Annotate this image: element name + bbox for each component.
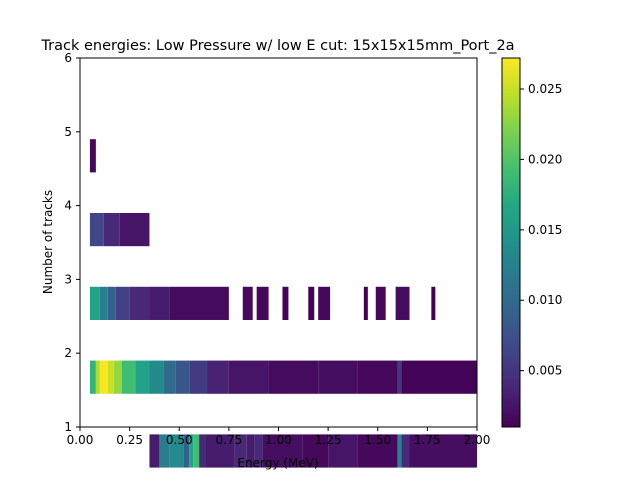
heatmap-cell-tracks-2 <box>318 360 358 394</box>
x-tick-label: 1.00 <box>265 433 292 447</box>
heatmap-cell-tracks-2 <box>175 360 190 394</box>
heatmap-cell-tracks-4 <box>103 212 120 247</box>
x-tick-label: 0.25 <box>116 433 143 447</box>
y-tick-label: 5 <box>64 125 72 139</box>
heatmap-cell-tracks-3 <box>99 286 108 320</box>
heatmap-cell-tracks-1 <box>397 434 402 468</box>
x-tick-label: 1.50 <box>364 433 391 447</box>
colorbar-tick-label: 0.015 <box>528 223 562 237</box>
heatmap-cell-tracks-1 <box>183 434 190 468</box>
heatmap-cell-tracks-5 <box>89 139 96 173</box>
x-tick-label: 1.25 <box>315 433 342 447</box>
heatmap-cell-tracks-2 <box>99 360 108 394</box>
colorbar <box>501 57 521 428</box>
colorbar-tick-label: 0.020 <box>528 152 562 166</box>
heatmap-cell-tracks-2 <box>163 360 176 394</box>
y-axis-ticks: 1 2 3 4 5 6 <box>64 51 80 434</box>
heatmap-cell-tracks-1 <box>193 434 200 468</box>
heatmap-cell-tracks-2 <box>135 360 150 394</box>
heatmap-cell-tracks-1 <box>262 434 303 468</box>
heatmap-cell-tracks-2 <box>113 360 122 394</box>
heatmap-cell-tracks-2 <box>401 360 477 394</box>
heatmap-cell-tracks-2 <box>357 360 398 394</box>
heatmap-cell-tracks-3 <box>242 286 253 320</box>
x-axis-ticks: 0.00 0.25 0.50 0.75 1.00 1.25 1.50 1.75 2.00 <box>67 427 491 447</box>
heatmap-cell-tracks-3 <box>431 286 436 320</box>
heatmap-cell-tracks-3 <box>169 286 229 320</box>
y-tick-label: 1 <box>64 420 72 434</box>
heatmap-cell-tracks-1 <box>189 434 194 468</box>
heatmap-cell-tracks-3 <box>89 286 100 320</box>
heatmap-cell-tracks-2 <box>149 360 164 394</box>
heatmap-cell-tracks-2 <box>121 360 136 394</box>
heatmap-cell-tracks-3 <box>282 286 289 320</box>
x-axis-label: Energy (MeV) <box>237 456 318 470</box>
colorbar-ticks: 0.005 0.010 0.015 0.020 0.025 <box>520 82 562 378</box>
y-axis-label: Number of tracks <box>41 190 55 294</box>
heatmap-cell-tracks-1 <box>409 434 477 468</box>
heatmap-cell-tracks-1 <box>159 434 170 468</box>
heatmap-cell-tracks-1 <box>302 434 329 468</box>
heatmap-cell-tracks-2 <box>95 360 100 394</box>
heatmap-cell-tracks-3 <box>363 286 368 320</box>
y-tick-label: 4 <box>64 199 72 213</box>
heatmap-cell-tracks-3 <box>375 286 386 320</box>
heatmap-cell-tracks-2 <box>268 360 319 394</box>
heatmap-cell-tracks-1 <box>246 434 255 468</box>
heatmap-cell-tracks-3 <box>395 286 410 320</box>
heatmap-cell-tracks-4 <box>89 212 104 247</box>
heatmap-cell-tracks-2 <box>207 360 229 394</box>
heatmap-cell-tracks-1 <box>401 434 410 468</box>
heatmap-cell-tracks-3 <box>318 286 331 320</box>
y-tick-label: 3 <box>64 272 72 286</box>
heatmap-cells <box>89 139 477 468</box>
heatmap-cell-tracks-1 <box>199 434 206 468</box>
heatmap-cell-tracks-1 <box>205 434 235 468</box>
x-tick-label: 0.50 <box>166 433 193 447</box>
x-tick-label: 0.00 <box>67 433 94 447</box>
heatmap-cell-tracks-1 <box>357 434 398 468</box>
heatmap-cell-tracks-1 <box>234 434 247 468</box>
heatmap-cell-tracks-3 <box>115 286 130 320</box>
x-tick-label: 0.75 <box>216 433 243 447</box>
x-tick-label: 1.75 <box>414 433 441 447</box>
heatmap-cell-tracks-3 <box>149 286 170 320</box>
y-tick-label: 2 <box>64 346 72 360</box>
heatmap-cell-tracks-3 <box>129 286 150 320</box>
colorbar-tick-label: 0.010 <box>528 293 562 307</box>
colorbar-tick-label: 0.025 <box>528 82 562 96</box>
chart-title: Track energies: Low Pressure w/ low E cu… <box>40 38 514 54</box>
heatmap-cell-tracks-3 <box>308 286 315 320</box>
heatmap-cell-tracks-2 <box>228 360 269 394</box>
heatmap-cell-tracks-2 <box>397 360 402 394</box>
heatmap-cell-tracks-3 <box>107 286 116 320</box>
heatmap-cell-tracks-2 <box>89 360 96 394</box>
heatmap-cell-tracks-1 <box>254 434 263 468</box>
colorbar-tick-label: 0.005 <box>528 364 562 378</box>
heatmap-cell-tracks-2 <box>107 360 114 394</box>
heatmap-cell-tracks-2 <box>189 360 208 394</box>
x-tick-label: 2.00 <box>464 433 491 447</box>
heatmap-cell-tracks-3 <box>256 286 269 320</box>
heatmap-cell-tracks-1 <box>149 434 160 468</box>
y-tick-label: 6 <box>64 51 72 65</box>
heatmap-cell-tracks-4 <box>119 212 150 247</box>
heatmap-cell-tracks-1 <box>328 434 358 468</box>
heatmap-cell-tracks-1 <box>169 434 184 468</box>
